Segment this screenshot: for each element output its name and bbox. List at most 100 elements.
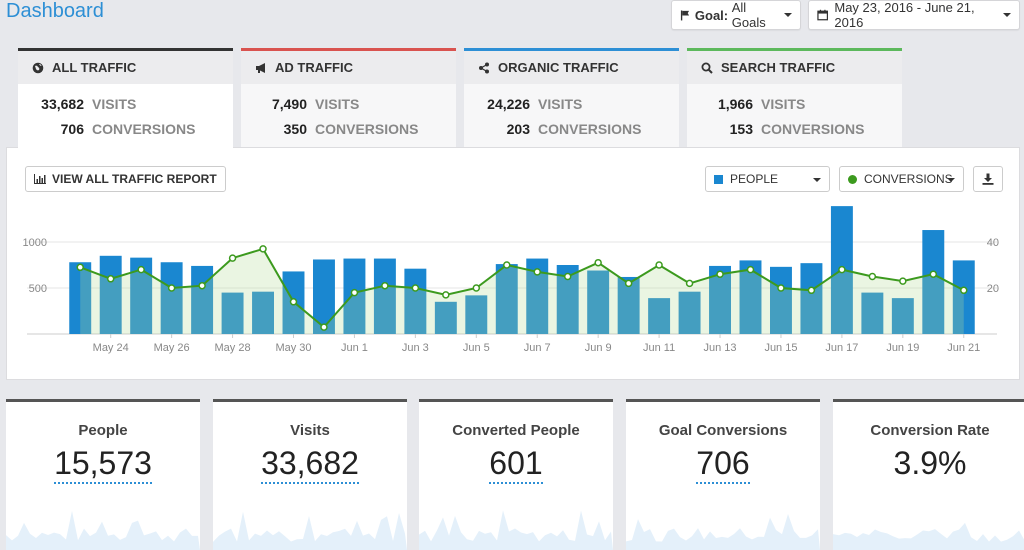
card-people: People 15,573 [6, 399, 200, 550]
conversions-point [869, 274, 875, 280]
card-converted-people: Converted People 601 [419, 399, 613, 550]
card-sparkline [833, 490, 1024, 550]
card-goal-conversions: Goal Conversions 706 [626, 399, 820, 550]
tab-conversions-label: CONVERSIONS [538, 121, 641, 137]
conversions-point [961, 287, 967, 293]
tab-visits-label: VISITS [92, 96, 136, 112]
card-visits: Visits 33,682 [213, 399, 407, 550]
x-tick-label: Jun 19 [886, 342, 919, 354]
chevron-down-icon [784, 13, 792, 17]
tab-conversions-label: CONVERSIONS [92, 121, 195, 137]
conversions-point [930, 271, 936, 277]
conversions-point [717, 271, 723, 277]
conversions-point [77, 264, 83, 270]
page-title: Dashboard [6, 0, 104, 23]
x-tick-label: Jun 17 [825, 342, 858, 354]
x-tick-label: Jun 15 [764, 342, 797, 354]
goal-filter-button[interactable]: Goal: All Goals [671, 0, 801, 30]
tab-visits-value: 33,682 [18, 96, 92, 112]
sparkline-area [419, 510, 613, 550]
sparkline-area [833, 523, 1024, 550]
conversions-point [656, 262, 662, 268]
tab-conversions-value: 350 [241, 121, 315, 137]
card-sparkline [213, 490, 407, 550]
card-value[interactable]: 33,682 [261, 445, 359, 484]
sparkline-area [6, 511, 200, 550]
conversions-point [565, 274, 571, 280]
date-range-button[interactable]: May 23, 2016 - June 21, 2016 [808, 0, 1020, 30]
tab-visits-value: 24,226 [464, 96, 538, 112]
conversions-point [382, 283, 388, 289]
y-left-tick-label: 1000 [23, 237, 47, 249]
card-label: Goal Conversions [626, 422, 820, 439]
conversions-point [230, 255, 236, 261]
conversions-point [199, 283, 205, 289]
conversions-point [443, 292, 449, 298]
conversions-point [808, 287, 814, 293]
goal-value: All Goals [732, 0, 779, 30]
y-right-tick-label: 40 [987, 237, 999, 249]
tab-label: ALL TRAFFIC [52, 60, 136, 75]
card-sparkline [419, 490, 613, 550]
tab-visits-label: VISITS [315, 96, 359, 112]
card-label: Converted People [419, 422, 613, 439]
tab-all-traffic[interactable]: ALL TRAFFIC 33,682 VISITS 706 CONVERSIONS [18, 48, 233, 149]
chevron-down-icon [1003, 13, 1011, 17]
tab-organic-traffic[interactable]: ORGANIC TRAFFIC 24,226 VISITS 203 CONVERSI… [464, 48, 679, 148]
tab-visits-value: 1,966 [687, 96, 761, 112]
globe-icon [30, 62, 46, 74]
traffic-chart: 500 1000 20 40 May 24 May 26 May 28 May 30 Jun 1… [7, 148, 1019, 379]
x-tick-label: Jun 11 [643, 342, 675, 354]
tab-label: ORGANIC TRAFFIC [498, 60, 619, 75]
conversions-point [169, 285, 175, 291]
x-tick-label: Jun 9 [585, 342, 612, 354]
search-icon [699, 62, 715, 74]
conversions-point [412, 285, 418, 291]
tab-conversions-value: 706 [18, 121, 92, 137]
x-tick-label: May 28 [215, 342, 251, 354]
tab-search-traffic[interactable]: SEARCH TRAFFIC 1,966 VISITS 153 CONVERSION… [687, 48, 902, 148]
y-right-tick-label: 20 [987, 283, 999, 295]
tab-visits-value: 7,490 [241, 96, 315, 112]
x-tick-label: May 26 [154, 342, 190, 354]
x-tick-label: Jun 3 [402, 342, 429, 354]
tab-conversions-value: 203 [464, 121, 538, 137]
sparkline-area [626, 514, 820, 550]
tab-conversions-label: CONVERSIONS [315, 121, 418, 137]
conversions-point [504, 262, 510, 268]
x-tick-label: Jun 1 [341, 342, 368, 354]
bullhorn-icon [253, 62, 269, 74]
card-sparkline [626, 490, 820, 550]
card-value[interactable]: 706 [696, 445, 749, 484]
conversions-point [351, 290, 357, 296]
traffic-chart-panel: VIEW ALL TRAFFIC REPORT PEOPLE CONVERSIO… [6, 147, 1020, 380]
card-conversion-rate: Conversion Rate 3.9% [833, 399, 1024, 550]
date-range-value: May 23, 2016 - June 21, 2016 [834, 0, 998, 30]
conversions-point [839, 267, 845, 273]
conversions-point [534, 269, 540, 275]
conversions-point [108, 276, 114, 282]
goal-label: Goal: [695, 8, 728, 23]
tab-label: AD TRAFFIC [275, 60, 353, 75]
conversions-point [900, 278, 906, 284]
card-label: Visits [213, 422, 407, 439]
x-tick-label: May 24 [93, 342, 129, 354]
conversions-point [138, 267, 144, 273]
x-tick-label: Jun 13 [704, 342, 737, 354]
conversions-point [291, 299, 297, 305]
conversions-point [321, 324, 327, 330]
card-value: 3.9% [894, 445, 967, 482]
tab-ad-traffic[interactable]: AD TRAFFIC 7,490 VISITS 350 CONVERSIONS [241, 48, 456, 148]
x-tick-label: Jun 21 [947, 342, 980, 354]
tab-conversions-label: CONVERSIONS [761, 121, 864, 137]
calendar-icon [817, 9, 828, 21]
share-icon [476, 62, 492, 74]
conversions-point [260, 246, 266, 252]
conversions-point [626, 280, 632, 286]
card-value[interactable]: 15,573 [54, 445, 152, 484]
card-label: Conversion Rate [833, 422, 1024, 439]
conversions-point [473, 285, 479, 291]
card-value[interactable]: 601 [489, 445, 542, 484]
x-tick-label: May 30 [275, 342, 311, 354]
tab-label: SEARCH TRAFFIC [721, 60, 835, 75]
